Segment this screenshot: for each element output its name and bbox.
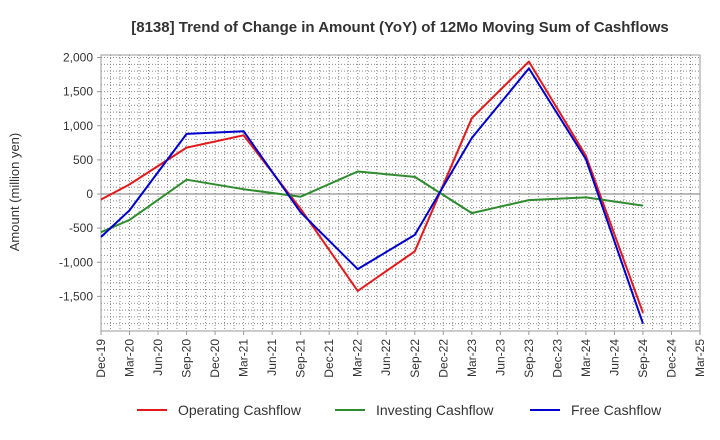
legend-label: Investing Cashflow [376,402,494,418]
x-axis: Dec-19 Mar-20 Jun-20 Sep-20 Dec-20 Mar-21 Jun-… [94,331,707,378]
legend-label: Operating Cashflow [178,402,302,418]
x-tick-label: Sep-24 [636,339,650,378]
x-tick-label: Mar-20 [123,339,137,377]
x-tick-label: Dec-24 [664,339,678,378]
x-tick-label: Jun-21 [265,339,279,376]
legend: Operating Cashflow Investing Cashflow Free… [137,402,662,418]
series-line-free-cashflow [100,67,644,325]
y-tick-label: 2,000 [63,51,93,65]
x-tick-label: Sep-21 [294,339,308,378]
plot-area [100,54,701,332]
x-tick-label: Dec-21 [322,339,336,378]
series-line-investing-cashflow [100,170,644,234]
y-axis: 2,000 1,500 1,000 500 0 -500 -1,000 -1,500 [59,51,101,303]
y-tick-label: 1,500 [63,85,93,99]
x-tick-label: Sep-20 [180,339,194,378]
chart-title: [8138] Trend of Change in Amount (YoY) o… [131,19,669,36]
series-group [100,60,644,325]
x-tick-label: Dec-22 [436,339,450,378]
legend-label: Free Cashflow [571,402,662,418]
x-tick-label: Mar-23 [465,339,479,377]
x-tick-label: Sep-22 [408,339,422,378]
x-tick-label: Mar-22 [351,339,365,377]
y-tick-label: 500 [73,153,93,167]
x-tick-label: Jun-23 [493,339,507,376]
x-tick-label: Dec-23 [550,339,564,378]
x-tick-label: Dec-20 [208,339,222,378]
y-axis-label: Amount (million yen) [7,133,22,252]
x-tick-label: Dec-19 [94,339,108,378]
x-tick-label: Mar-24 [579,339,593,377]
y-tick-label: 0 [86,187,93,201]
y-tick-label: 1,000 [63,119,93,133]
grid [100,55,701,331]
x-tick-label: Mar-21 [237,339,251,377]
x-tick-label: Jun-22 [379,339,393,376]
y-tick-label: -500 [69,221,93,235]
y-tick-label: -1,000 [59,255,93,269]
x-tick-label: Jun-24 [607,339,621,376]
y-tick-label: -1,500 [59,289,93,303]
x-tick-label: Sep-23 [522,339,536,378]
x-tick-label: Mar-25 [693,339,707,377]
x-tick-label: Jun-20 [151,339,165,376]
